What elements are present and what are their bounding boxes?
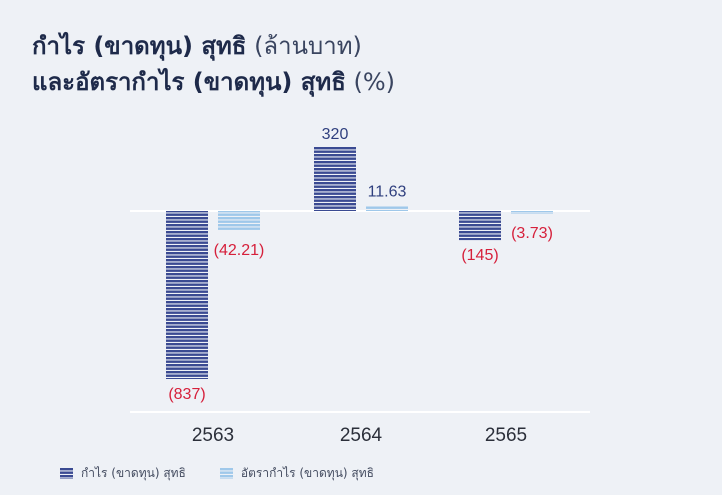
title-line-1-unit: (ล้านบาท) bbox=[246, 32, 362, 60]
bar-margin-2565 bbox=[511, 211, 553, 214]
x-tick-label-2564: 2564 bbox=[340, 425, 383, 446]
x-tick-label-2565: 2565 bbox=[485, 425, 527, 446]
bar-profit-2564 bbox=[314, 146, 356, 211]
title-line-2-unit: (%) bbox=[345, 68, 396, 96]
title-line-2-bold: และอัตรากำไร (ขาดทุน) สุทธิ bbox=[32, 68, 346, 96]
legend-item-margin: อัตรากำไร (ขาดทุน) สุทธิ bbox=[219, 464, 374, 483]
data-label-profit-2563: (837) bbox=[168, 386, 205, 403]
chart-title: กำไร (ขาดทุน) สุทธิ (ล้านบาท) และอัตรากำ… bbox=[32, 28, 395, 100]
legend-swatch-margin bbox=[219, 468, 233, 479]
bar-profit-2563 bbox=[166, 211, 208, 379]
legend-item-profit: กำไร (ขาดทุน) สุทธิ bbox=[60, 464, 186, 483]
data-label-profit-2565: (145) bbox=[461, 247, 498, 264]
data-label-margin-2565: (3.73) bbox=[511, 225, 553, 242]
data-label-profit-2564: 320 bbox=[322, 126, 349, 143]
title-line-1: กำไร (ขาดทุน) สุทธิ (ล้านบาท) bbox=[32, 28, 395, 64]
bar-margin-2563 bbox=[218, 211, 260, 231]
legend-swatch-profit bbox=[60, 468, 73, 479]
legend-label-profit: กำไร (ขาดทุน) สุทธิ bbox=[81, 466, 186, 480]
x-tick-label-2563: 2563 bbox=[192, 425, 234, 446]
bar-margin-2564 bbox=[366, 205, 408, 211]
data-label-margin-2563: (42.21) bbox=[214, 242, 265, 259]
title-line-2: และอัตรากำไร (ขาดทุน) สุทธิ (%) bbox=[32, 64, 395, 100]
bar-profit-2565 bbox=[459, 211, 501, 241]
legend: กำไร (ขาดทุน) สุทธิ อัตรากำไร (ขาดทุน) ส… bbox=[60, 464, 374, 483]
legend-label-margin: อัตรากำไร (ขาดทุน) สุทธิ bbox=[240, 466, 374, 480]
data-label-margin-2564: 11.63 bbox=[368, 184, 407, 201]
title-line-1-bold: กำไร (ขาดทุน) สุทธิ bbox=[32, 32, 247, 60]
